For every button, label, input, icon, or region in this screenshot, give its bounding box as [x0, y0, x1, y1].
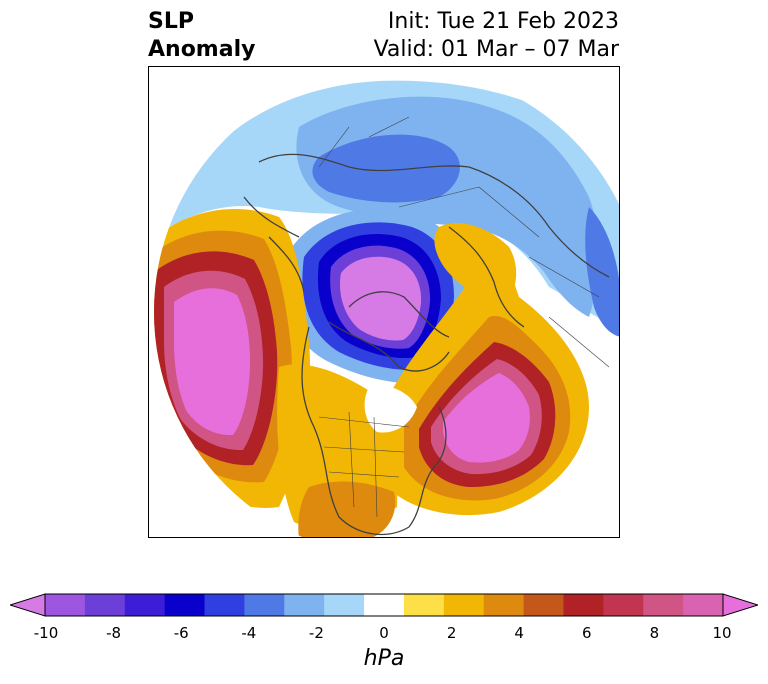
colorbar-right-extend — [722, 593, 758, 617]
colorbar-unit: hPa — [363, 646, 405, 671]
map-dates: Init: Tue 21 Feb 2023 Valid: 01 Mar – 07… — [374, 8, 619, 64]
colorbar-segment — [403, 594, 445, 616]
colorbar-segment — [364, 594, 405, 616]
colorbar-tick-label: 4 — [514, 624, 524, 642]
arctic-low-core — [339, 256, 422, 341]
colorbar-segment — [244, 594, 285, 616]
colorbar-segment — [683, 594, 724, 616]
colorbar-segment — [124, 594, 166, 616]
colorbar-segment — [164, 594, 206, 616]
anomaly-map — [154, 80, 619, 537]
colorbar-tick-label: 6 — [582, 624, 592, 642]
title-subvariable: Anomaly — [148, 37, 256, 62]
colorbar-tick-label: -4 — [241, 624, 257, 642]
colorbar-tick-label: 10 — [712, 624, 732, 642]
colorbar-segment — [563, 594, 604, 616]
init-date: Init: Tue 21 Feb 2023 — [387, 9, 619, 34]
colorbar-segment — [483, 594, 525, 616]
colorbar-tick-label: -2 — [308, 624, 324, 642]
neutral-gap — [364, 385, 417, 433]
title-variable: SLP — [148, 9, 194, 34]
colorbar-tick-label: 2 — [446, 624, 457, 642]
colorbar-segment — [603, 594, 644, 616]
colorbar-segment — [324, 594, 365, 616]
colorbar-segment — [45, 594, 86, 616]
country-borders — [318, 116, 610, 518]
negative-region-eurasia-3 — [585, 207, 619, 337]
colorbar-outline — [44, 593, 724, 617]
map-title: SLP Anomaly — [148, 8, 255, 64]
colorbar-tick-label: -6 — [173, 624, 189, 642]
pacific-high-core — [174, 288, 250, 436]
colorbar-tick-label: 0 — [379, 624, 389, 642]
colorbar-left-extend — [10, 593, 46, 617]
negative-region-siberia — [312, 134, 460, 203]
colorbar — [10, 593, 758, 617]
map-panel — [148, 66, 620, 538]
colorbar-segment — [523, 594, 564, 616]
north-america-positive-2 — [298, 481, 396, 537]
colorbar-segment — [204, 594, 245, 616]
colorbar-segment — [84, 594, 126, 616]
coastlines — [243, 153, 610, 536]
colorbar-tick-label: 8 — [649, 624, 660, 642]
colorbar-tick-label: -10 — [33, 624, 59, 642]
colorbar-segment — [443, 594, 485, 616]
valid-range: Valid: 01 Mar – 07 Mar — [373, 37, 619, 62]
colorbar-segment — [284, 594, 325, 616]
colorbar-segment — [643, 594, 684, 616]
atlantic-high-core — [443, 373, 530, 463]
colorbar-tick-label: -8 — [106, 624, 122, 642]
